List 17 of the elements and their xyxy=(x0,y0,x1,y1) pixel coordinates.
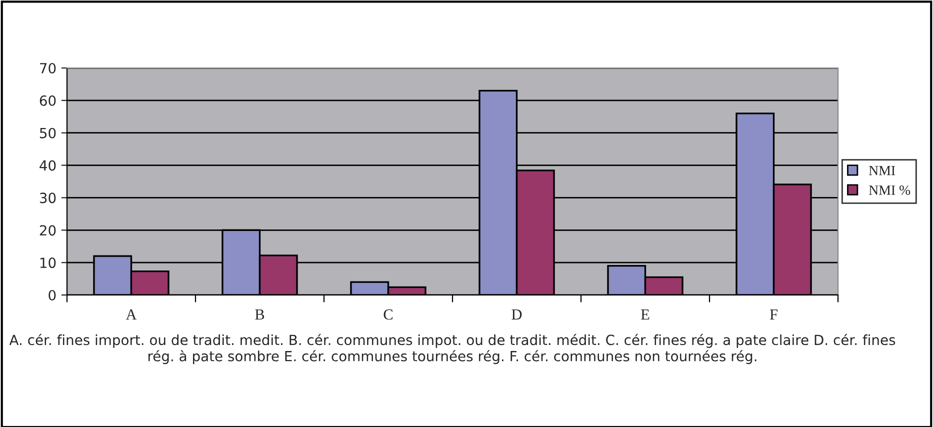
x-tick-label: E xyxy=(641,309,650,320)
y-tick-label: 20 xyxy=(40,225,56,236)
x-tick-label: A xyxy=(126,309,137,320)
y-tick-label: 0 xyxy=(48,290,56,300)
y-tick-label: 30 xyxy=(40,192,56,204)
y-tick-label: 60 xyxy=(40,95,56,106)
y-tick-label: 40 xyxy=(40,160,56,171)
x-tick-label: C xyxy=(384,309,393,320)
legend-label: NMI xyxy=(868,166,896,176)
y-tick-label: 70 xyxy=(40,62,56,74)
x-tick-label: B xyxy=(255,309,264,320)
y-tick-label: 10 xyxy=(40,258,56,268)
legend-label: NMI % xyxy=(868,185,910,195)
x-tick-label: D xyxy=(512,309,522,320)
y-tick-label: 50 xyxy=(40,128,56,138)
x-axis-title: A. cér. fines import. ou de tradit. medit. B. cér. communes impot. ou de tradit. médit. C. cér. fines rég. a pate claire D. cér. fines rég. à pate sombre E. cér. communes tournées rég. F. cér. communes non tournées rég. xyxy=(9,334,896,364)
x-tick-label: F xyxy=(770,309,778,320)
